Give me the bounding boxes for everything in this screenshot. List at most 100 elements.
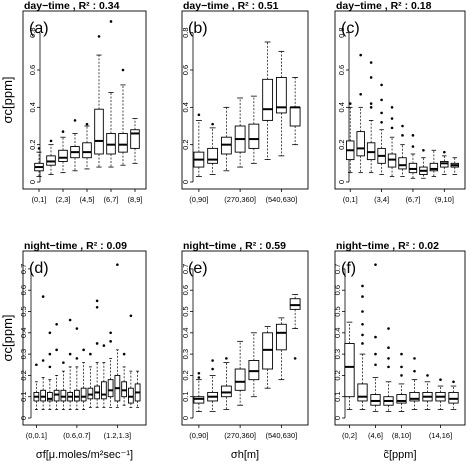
outlier-point: [413, 369, 416, 373]
box-body: [46, 391, 53, 402]
panel-label: (e): [188, 260, 208, 277]
x-tick-label: (0,0.1]: [26, 431, 47, 440]
outlier-point: [55, 322, 58, 326]
panel-title: day−time , R² : 0.18: [336, 0, 432, 12]
panel-title: night−time , R² : 0.09: [24, 240, 127, 252]
box-10: [94, 299, 101, 408]
outlier-point: [361, 310, 364, 313]
y-tick-label: 0.4: [181, 328, 190, 338]
box-15: [127, 314, 134, 408]
box-body: [344, 343, 355, 398]
outlier-point: [374, 352, 377, 356]
box-body: [94, 108, 104, 155]
outlier-point: [387, 327, 390, 330]
x-tick-label: (1.2,1.3]: [104, 431, 132, 440]
box-7: [275, 50, 287, 157]
panel-d: night−time , R² : 0.09 (d) 0 0.1 0.2 0.3 0.4 0.…: [0, 240, 147, 461]
y-tick-label: 0: [337, 180, 346, 184]
box-body: [100, 381, 107, 400]
outlier-point: [73, 119, 77, 122]
box-12: [107, 331, 114, 408]
box-5: [248, 95, 260, 164]
outlier-point: [41, 359, 45, 362]
box-body: [58, 149, 68, 162]
box-4: [234, 97, 246, 168]
box-body: [127, 387, 134, 404]
outlier-point: [400, 365, 403, 369]
x-tick-label: (0,1]: [343, 195, 358, 204]
box-body: [73, 389, 80, 402]
x-tick-label: (8,9]: [127, 195, 142, 204]
box-6: [262, 41, 274, 161]
box-body: [87, 387, 94, 400]
outlier-point: [361, 295, 364, 298]
x-tick-label: (0.6,0.7]: [63, 431, 91, 440]
outlier-point: [41, 295, 45, 298]
y-tick-label: 0.1: [181, 391, 190, 401]
box-7: [422, 374, 433, 410]
x-tick-label: (4,5]: [79, 195, 94, 204]
y-tick-label: 0.1: [333, 391, 342, 401]
panel-c: day−time , R² : 0.18 (c) 0 0.2 0.4 0.6 0.8 (0,1…: [334, 0, 466, 204]
outlier-point: [359, 53, 362, 57]
outlier-point: [109, 20, 113, 23]
outlier-point: [348, 102, 352, 105]
y-tick-label: 0.7: [333, 264, 342, 274]
box-7: [408, 134, 418, 179]
box-8: [80, 348, 87, 410]
y-tick-label: 0.2: [181, 370, 190, 380]
y-tick-label: 0.2: [337, 139, 346, 149]
outlier-point: [129, 314, 133, 318]
box-body: [193, 396, 205, 404]
outlier-point: [85, 122, 89, 126]
box-6: [262, 326, 274, 389]
box-1: [34, 147, 44, 177]
box-5: [82, 122, 92, 170]
y-tick-label: 0.8: [28, 27, 37, 37]
y-tick-label: 0.6: [19, 285, 28, 295]
box-body: [289, 106, 301, 127]
y-tick-label: 0: [181, 416, 190, 420]
box-1: [193, 371, 205, 413]
box-body: [118, 133, 128, 153]
outlier-point: [380, 83, 383, 87]
box-body: [357, 383, 368, 402]
panel-e: night−time , R² : 0.59 (e) 0 0.1 0.2 0.3 0.4 0.…: [181, 240, 309, 461]
outlier-point: [97, 35, 101, 38]
outlier-point: [211, 367, 214, 371]
box-9: [429, 149, 439, 177]
y-tick-label: 0.6: [28, 65, 37, 75]
y-tick-label: 0.2: [28, 139, 37, 149]
outlier-point: [401, 134, 404, 137]
outlier-point: [361, 322, 364, 326]
x-tick-label: (4,6]: [368, 431, 383, 440]
outlier-point: [387, 357, 390, 360]
y-tick-label: 0.4: [337, 102, 346, 112]
y-tick-label: 0: [333, 416, 342, 420]
outlier-point: [211, 122, 214, 126]
box-body: [53, 389, 60, 402]
box-5: [396, 352, 407, 413]
outlier-point: [361, 342, 364, 345]
y-tick-label: 0: [19, 416, 28, 420]
outlier-point: [369, 106, 373, 109]
box-5: [248, 332, 260, 398]
x-axis-label: c̃[ppm]: [383, 449, 416, 461]
box-10: [440, 150, 449, 175]
y-tick-label: 0.7: [181, 264, 190, 274]
box-5: [60, 361, 67, 410]
y-tick-label: 0.2: [181, 139, 190, 149]
box-7: [275, 317, 287, 381]
outlier-point: [380, 98, 383, 102]
y-tick-label: 0.8: [181, 27, 190, 37]
panel-label: (b): [188, 20, 208, 37]
box-body: [207, 147, 219, 164]
box-16: [134, 370, 141, 408]
x-tick-label: (0,1]: [31, 195, 46, 204]
box-body: [262, 332, 274, 370]
box-5: [387, 106, 397, 177]
box-body: [370, 394, 381, 406]
box-body: [248, 360, 260, 381]
box-3: [366, 61, 376, 174]
panel-label: (c): [341, 20, 360, 37]
